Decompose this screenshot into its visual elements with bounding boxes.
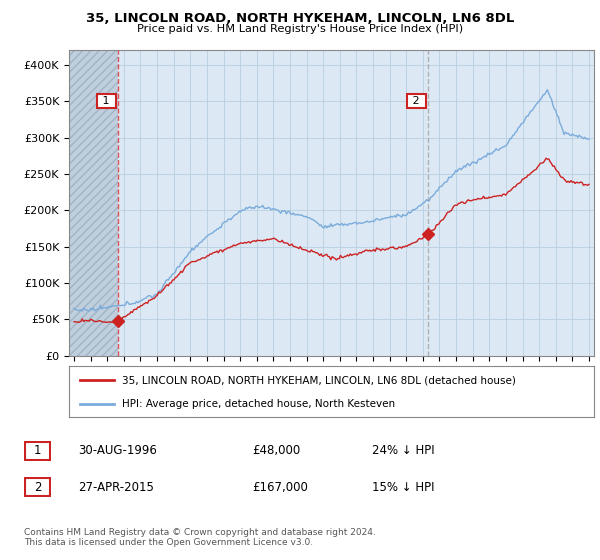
Text: HPI: Average price, detached house, North Kesteven: HPI: Average price, detached house, Nort… xyxy=(121,399,395,409)
Text: 27-APR-2015: 27-APR-2015 xyxy=(78,480,154,494)
Text: 15% ↓ HPI: 15% ↓ HPI xyxy=(372,480,434,494)
Bar xyxy=(69,50,118,356)
FancyBboxPatch shape xyxy=(25,442,50,460)
Text: £167,000: £167,000 xyxy=(252,480,308,494)
Text: 1: 1 xyxy=(34,444,41,458)
Text: Contains HM Land Registry data © Crown copyright and database right 2024.
This d: Contains HM Land Registry data © Crown c… xyxy=(24,528,376,547)
Text: Price paid vs. HM Land Registry's House Price Index (HPI): Price paid vs. HM Land Registry's House … xyxy=(137,24,463,34)
Text: £48,000: £48,000 xyxy=(252,444,300,458)
Text: 35, LINCOLN ROAD, NORTH HYKEHAM, LINCOLN, LN6 8DL: 35, LINCOLN ROAD, NORTH HYKEHAM, LINCOLN… xyxy=(86,12,514,25)
Text: 24% ↓ HPI: 24% ↓ HPI xyxy=(372,444,434,458)
FancyBboxPatch shape xyxy=(25,478,50,496)
Text: 2: 2 xyxy=(409,96,424,106)
Text: 1: 1 xyxy=(100,96,113,106)
Text: 35, LINCOLN ROAD, NORTH HYKEHAM, LINCOLN, LN6 8DL (detached house): 35, LINCOLN ROAD, NORTH HYKEHAM, LINCOLN… xyxy=(121,375,515,385)
Text: 2: 2 xyxy=(34,480,41,494)
Text: 30-AUG-1996: 30-AUG-1996 xyxy=(78,444,157,458)
